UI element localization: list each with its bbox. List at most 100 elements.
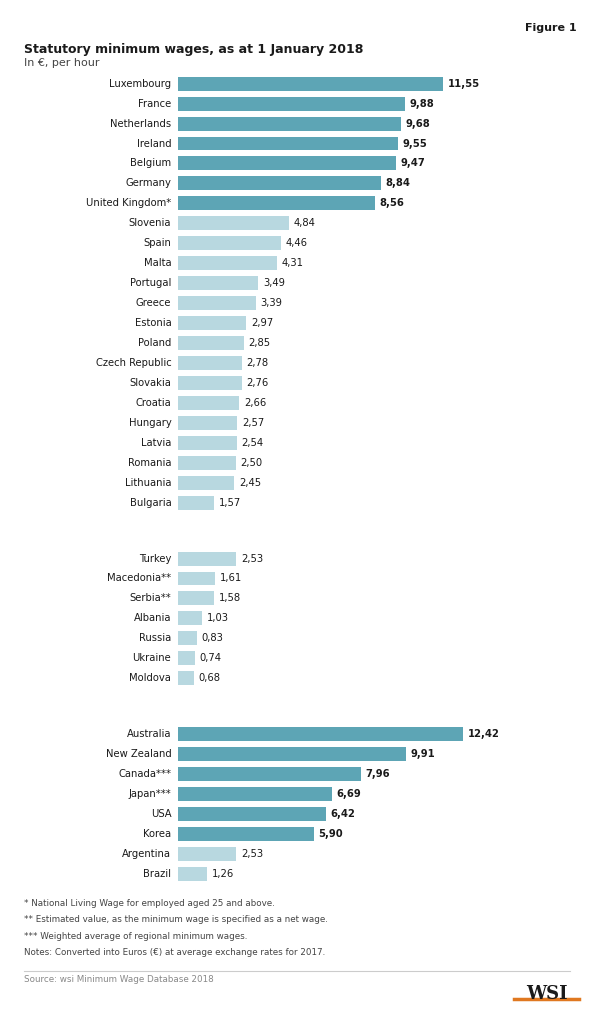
Text: 4,84: 4,84 — [294, 218, 316, 228]
Text: Argentina: Argentina — [122, 849, 171, 859]
Text: Latvia: Latvia — [141, 438, 171, 447]
Text: WSI: WSI — [526, 985, 567, 1004]
Text: 2,66: 2,66 — [244, 398, 266, 408]
Text: *** Weighted average of regional minimum wages.: *** Weighted average of regional minimum… — [24, 932, 247, 941]
Bar — [178, 316, 247, 330]
Text: 2,97: 2,97 — [251, 318, 273, 328]
Text: Notes: Converted into Euros (€) at average exchange rates for 2017.: Notes: Converted into Euros (€) at avera… — [24, 948, 325, 957]
Text: 3,39: 3,39 — [261, 298, 283, 308]
Text: 8,84: 8,84 — [386, 178, 411, 188]
Text: Poland: Poland — [138, 338, 171, 348]
Text: Slovakia: Slovakia — [129, 378, 171, 388]
Text: 8,56: 8,56 — [380, 199, 405, 208]
Text: Russia: Russia — [139, 633, 171, 643]
Text: 2,78: 2,78 — [247, 358, 268, 368]
Text: 1,57: 1,57 — [219, 498, 241, 508]
Text: Turkey: Turkey — [139, 554, 171, 563]
Text: 1,26: 1,26 — [211, 868, 234, 879]
Bar — [178, 197, 375, 210]
Text: Brazil: Brazil — [143, 868, 171, 879]
Text: USA: USA — [151, 809, 171, 819]
Bar — [178, 157, 396, 170]
Text: Croatia: Croatia — [135, 398, 171, 408]
Bar — [178, 807, 326, 821]
Bar — [178, 237, 280, 250]
Bar — [178, 847, 236, 861]
Text: Macedonia**: Macedonia** — [107, 573, 171, 584]
Text: 9,91: 9,91 — [410, 750, 435, 759]
Text: Ireland: Ireland — [137, 138, 171, 148]
Bar — [178, 552, 236, 565]
Text: Czech Republic: Czech Republic — [96, 358, 171, 368]
Bar — [178, 632, 197, 645]
Text: Source: wsi Minimum Wage Database 2018: Source: wsi Minimum Wage Database 2018 — [24, 975, 213, 984]
Bar — [178, 456, 236, 470]
Bar — [178, 356, 242, 370]
Text: 9,47: 9,47 — [400, 159, 425, 169]
Text: 4,46: 4,46 — [285, 239, 307, 248]
Text: 2,53: 2,53 — [241, 554, 263, 563]
Text: Korea: Korea — [143, 828, 171, 839]
Text: Germany: Germany — [125, 178, 171, 188]
Text: 1,61: 1,61 — [220, 573, 242, 584]
Bar — [178, 256, 277, 270]
Text: 12,42: 12,42 — [468, 729, 500, 739]
Bar — [178, 476, 235, 489]
Text: Bulgaria: Bulgaria — [129, 498, 171, 508]
Text: Portugal: Portugal — [130, 279, 171, 288]
Text: United Kingdom*: United Kingdom* — [86, 199, 171, 208]
Text: 2,53: 2,53 — [241, 849, 263, 859]
Bar — [178, 136, 397, 151]
Text: 3,49: 3,49 — [263, 279, 285, 288]
Bar — [178, 827, 314, 841]
Text: Estonia: Estonia — [135, 318, 171, 328]
Text: Serbia**: Serbia** — [129, 594, 171, 603]
Bar — [178, 416, 237, 430]
Bar — [178, 436, 236, 450]
Text: 9,55: 9,55 — [402, 138, 427, 148]
Text: Romania: Romania — [128, 458, 171, 468]
Bar — [178, 296, 256, 310]
Text: ** Estimated value, as the minimum wage is specified as a net wage.: ** Estimated value, as the minimum wage … — [24, 915, 328, 925]
Text: France: France — [138, 98, 171, 109]
Text: 2,50: 2,50 — [240, 458, 263, 468]
Text: * National Living Wage for employed aged 25 and above.: * National Living Wage for employed aged… — [24, 899, 274, 908]
Bar — [178, 336, 244, 350]
Bar — [178, 216, 289, 230]
Bar — [178, 651, 195, 666]
Text: Japan***: Japan*** — [128, 788, 171, 799]
Bar — [178, 748, 406, 761]
Bar — [178, 611, 202, 626]
Text: Figure 1: Figure 1 — [525, 23, 576, 33]
Bar — [178, 96, 405, 111]
Text: 6,42: 6,42 — [330, 809, 355, 819]
Bar — [178, 496, 214, 510]
Text: 11,55: 11,55 — [448, 79, 480, 89]
Text: 1,03: 1,03 — [207, 613, 229, 624]
Bar — [178, 767, 361, 781]
Text: 5,90: 5,90 — [318, 828, 343, 839]
Text: Statutory minimum wages, as at 1 January 2018: Statutory minimum wages, as at 1 January… — [24, 43, 363, 56]
Text: 2,45: 2,45 — [239, 478, 261, 487]
Text: 1,58: 1,58 — [219, 594, 241, 603]
Text: Hungary: Hungary — [128, 418, 171, 428]
Text: Spain: Spain — [143, 239, 171, 248]
Text: Albania: Albania — [134, 613, 171, 624]
Text: 7,96: 7,96 — [366, 769, 390, 779]
Text: 9,68: 9,68 — [405, 119, 430, 129]
Bar — [178, 787, 332, 801]
Text: Luxembourg: Luxembourg — [109, 79, 171, 89]
Text: In €, per hour: In €, per hour — [24, 58, 99, 69]
Text: New Zealand: New Zealand — [106, 750, 171, 759]
Text: Lithuania: Lithuania — [125, 478, 171, 487]
Text: 0,68: 0,68 — [198, 673, 220, 683]
Text: 2,76: 2,76 — [246, 378, 268, 388]
Text: Ukraine: Ukraine — [132, 653, 171, 664]
Bar — [178, 117, 400, 130]
Bar — [178, 592, 214, 605]
Text: 0,74: 0,74 — [200, 653, 222, 664]
Text: Belgium: Belgium — [130, 159, 171, 169]
Text: Australia: Australia — [127, 729, 171, 739]
Bar — [178, 727, 463, 741]
Bar — [178, 176, 381, 190]
